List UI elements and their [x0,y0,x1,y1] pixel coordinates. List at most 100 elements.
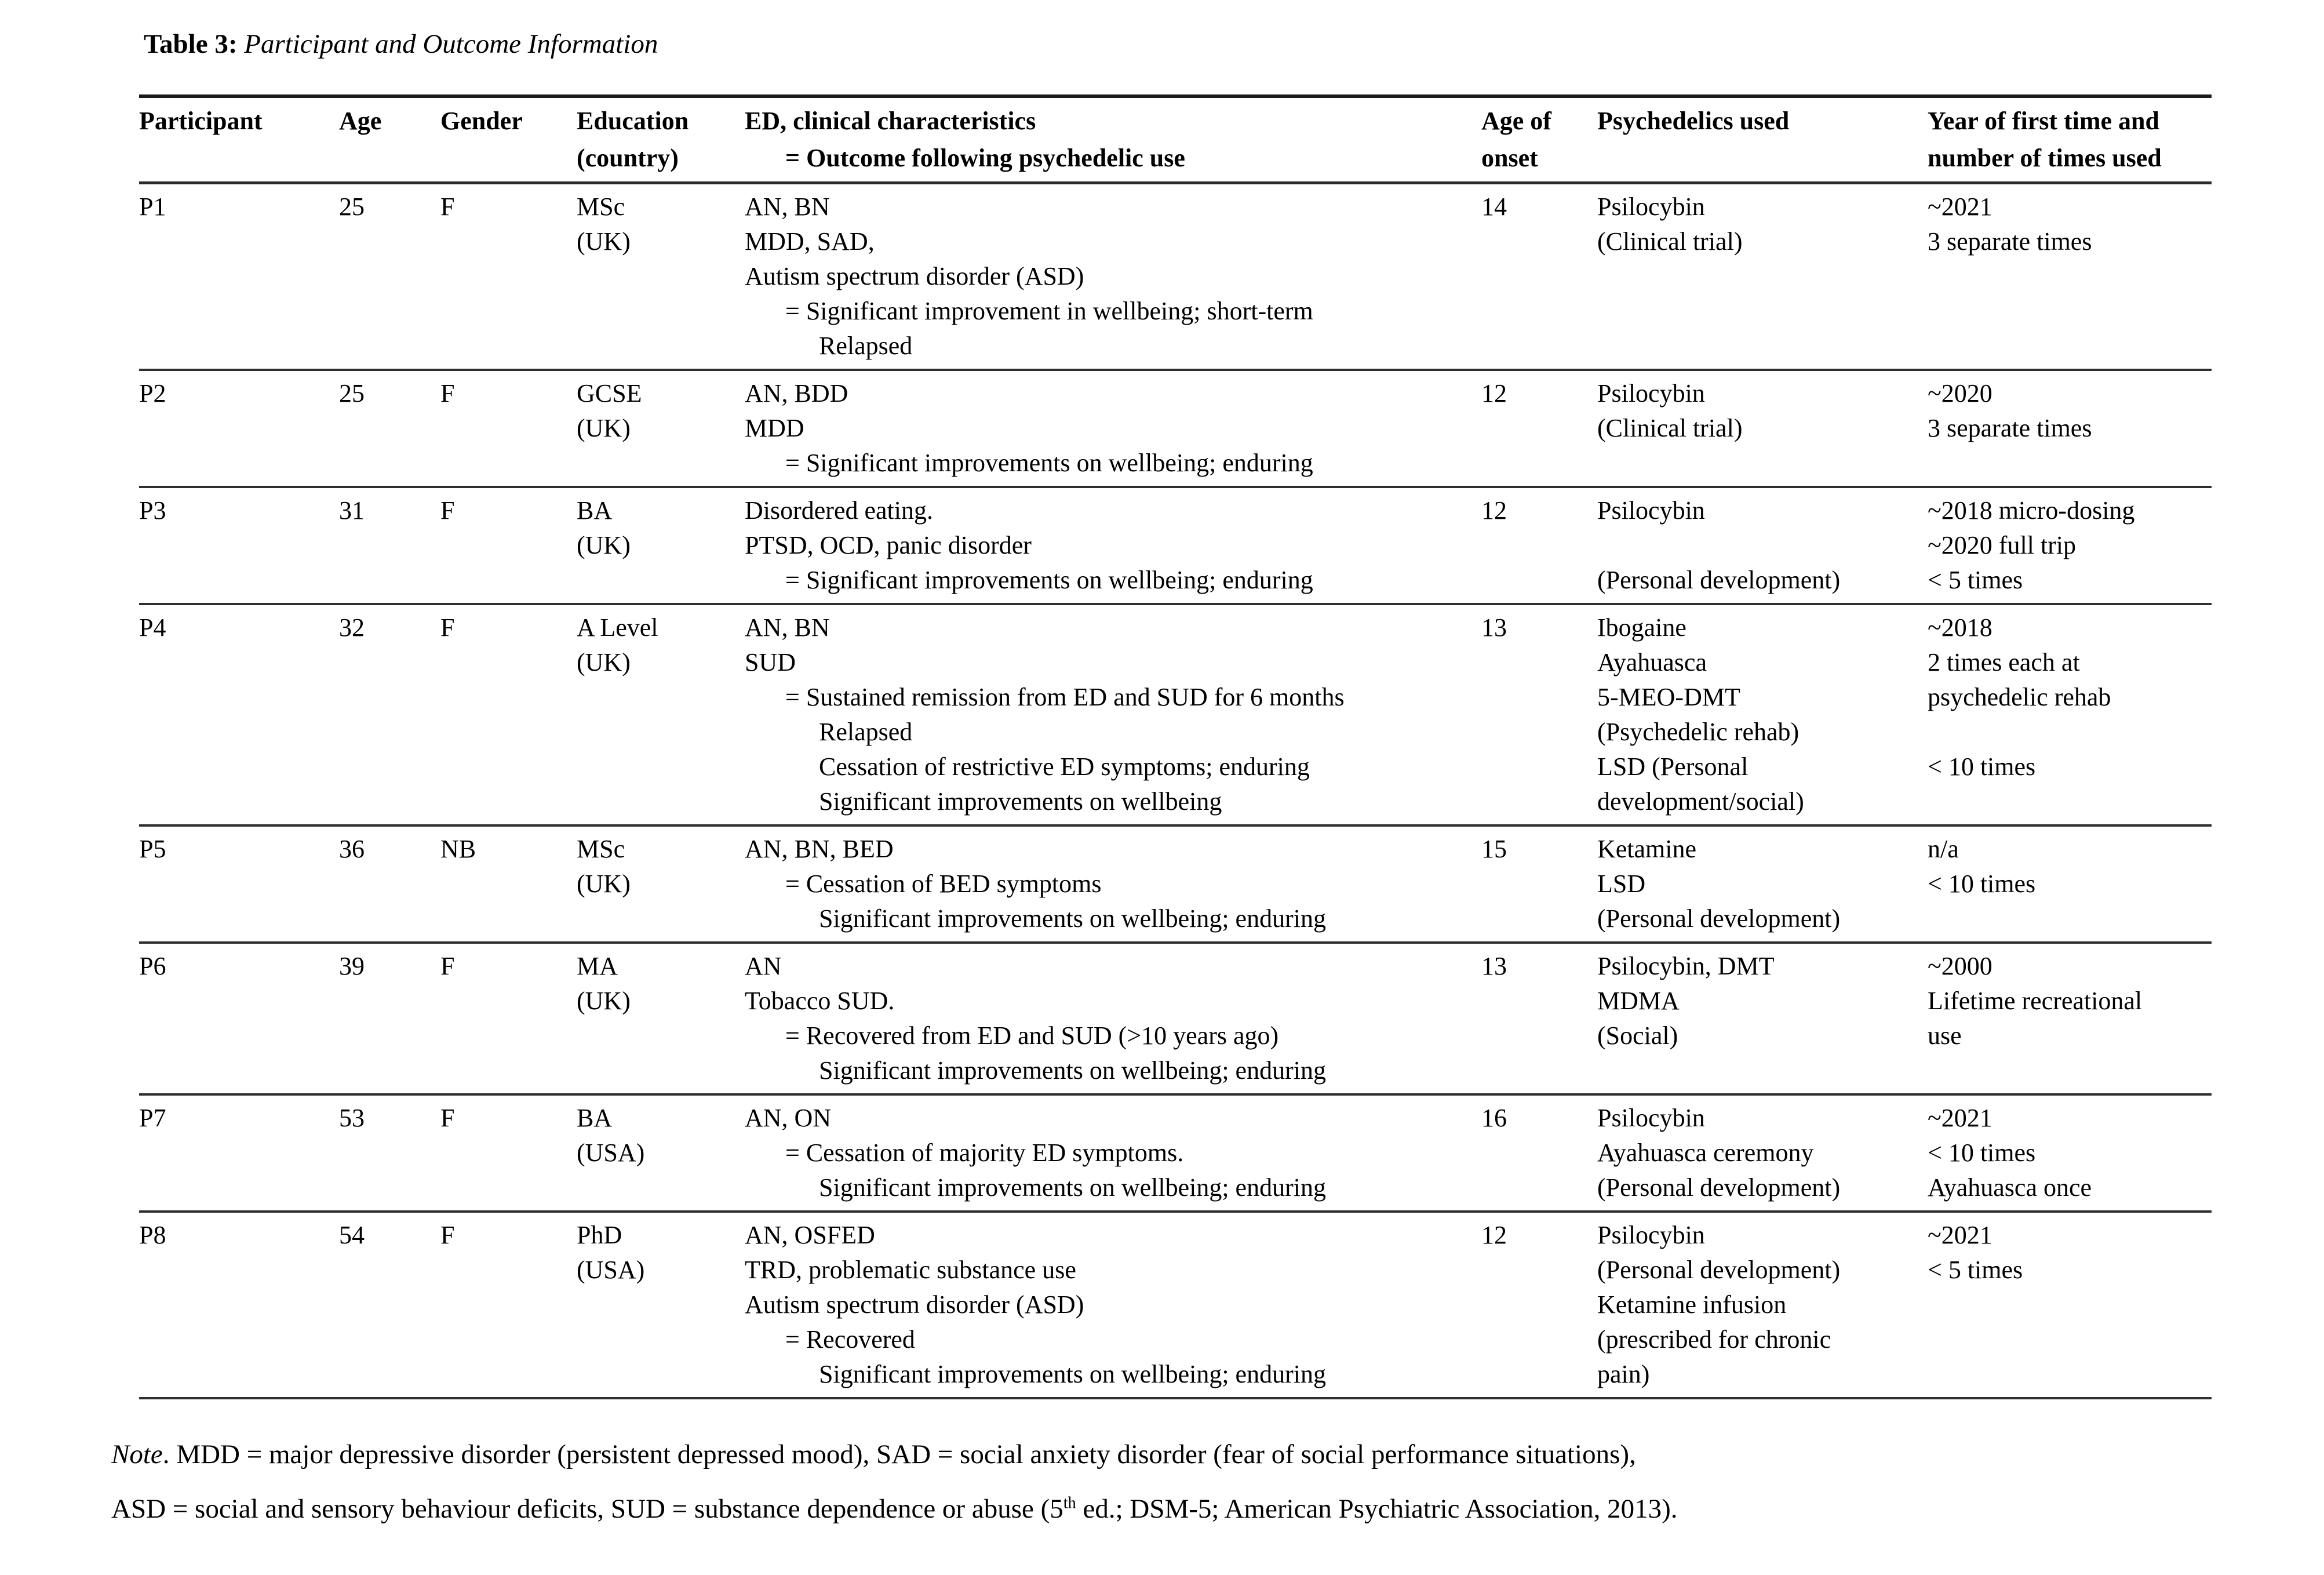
cell-line: Significant improvements on wellbeing; e… [819,1360,1326,1388]
cell-line: Significant improvements on wellbeing; e… [819,904,1326,933]
cell-age: 53 [339,1094,440,1212]
cell-line: psychedelic rehab [1928,683,2111,711]
cell-line: ~2021 [1928,192,1992,221]
text-segment: Note [111,1439,163,1469]
cell-line: MA [577,952,618,980]
cell-line: ED, clinical characteristics [745,107,1036,135]
cell-line: F [440,192,455,221]
cell-onset: 16 [1481,1094,1597,1212]
cell-line: Psilocybin [1597,192,1705,221]
cell-line: F [440,1104,455,1132]
cell-psychedelics: Psilocybin Ayahuasca ceremony (Personal de… [1597,1094,1928,1212]
cell-line: AN, BN [745,192,830,221]
cell-line: Psilocybin, DMT [1597,952,1775,980]
cell-ed: AN, BN SUD = Sustained remission from ED a… [745,604,1481,825]
cell-education: MA (UK) [577,943,745,1094]
cell-line: (Personal development) [1597,904,1841,933]
cell-line: use [1928,1021,1962,1050]
cell-line: ~2000 [1928,952,1992,980]
cell-line: F [440,379,455,408]
table-title: Table 3: Participant and Outcome Informa… [144,26,2324,62]
cell-participant: P3 [139,487,339,604]
cell-line: Year of first time and [1928,107,2159,135]
cell-year: ~2021 < 5 times [1928,1212,2212,1398]
cell-line: (UK) [577,870,631,898]
cell-psychedelics: Psilocybin (Personal development) [1597,487,1928,604]
column-header-psychedelics: Psychedelics used [1597,96,1928,183]
cell-participant: P2 [139,370,339,487]
cell-age: 39 [339,943,440,1094]
column-header-age: Age [339,96,440,183]
cell-psychedelics: Psilocybin (Clinical trial) [1597,183,1928,370]
table-row-P6: P6 39 F MA (UK) AN Tobacco SUD. = Recovered fro… [139,943,2212,1094]
cell-education: BA (UK) [577,487,745,604]
cell-line: (Clinical trial) [1597,414,1743,442]
cell-line: 3 separate times [1928,414,2092,442]
cell-onset: 13 [1481,943,1597,1094]
cell-line: 25 [339,379,365,408]
cell-participant: P1 [139,183,339,370]
cell-line: onset [1481,144,1538,172]
cell-line: 32 [339,613,365,642]
cell-line: = Sustained remission from ED and SUD fo… [785,683,1345,711]
cell-line: BA [577,496,613,525]
cell-line: GCSE [577,379,642,408]
cell-line: < 10 times [1928,1138,2036,1167]
table-row-P1: P1 25 F MSc (UK) AN, BN MDD, SAD, Autism spectr… [139,183,2212,370]
cell-participant: P5 [139,825,339,943]
cell-psychedelics: Psilocybin, DMT MDMA (Social) [1597,943,1928,1094]
cell-age: 25 [339,183,440,370]
cell-gender: F [440,183,577,370]
cell-line: Tobacco SUD. [745,987,895,1015]
cell-line: F [440,613,455,642]
cell-line: = Cessation of majority ED symptoms. [785,1138,1184,1167]
cell-line: < 5 times [1928,566,2023,594]
cell-onset: 15 [1481,825,1597,943]
cell-line: Autism spectrum disorder (ASD) [745,262,1084,290]
cell-line: Ayahuasca ceremony [1597,1138,1814,1167]
text-segment: ASD = social and sensory behaviour defic… [111,1494,1063,1524]
cell-onset: 12 [1481,1212,1597,1398]
cell-line: Significant improvements on wellbeing [819,787,1222,816]
cell-psychedelics: Ketamine LSD (Personal development) [1597,825,1928,943]
note-line-2: ASD = social and sensory behaviour defic… [111,1482,2324,1536]
cell-education: BA (USA) [577,1094,745,1212]
cell-line: 16 [1481,1104,1507,1132]
cell-line: 54 [339,1221,365,1249]
cell-line: = Cessation of BED symptoms [785,870,1102,898]
cell-line: P6 [139,952,166,980]
cell-line: F [440,496,455,525]
cell-line: 25 [339,192,365,221]
cell-line: 14 [1481,192,1507,221]
cell-line: F [440,952,455,980]
column-header-onset: Age of onset [1481,96,1597,183]
column-header-education: Education (country) [577,96,745,183]
cell-line: AN [745,952,782,980]
cell-line: AN, OSFED [745,1221,875,1249]
cell-line: AN, BN [745,613,830,642]
cell-line: AN, BDD [745,379,848,408]
cell-line: = Significant improvement in wellbeing; … [785,297,1313,325]
table-row-P8: P8 54 F PhD (USA) AN, OSFED TRD, problematic s… [139,1212,2212,1398]
cell-line: P7 [139,1104,166,1132]
cell-line: < 5 times [1928,1256,2023,1284]
cell-line: 3 separate times [1928,227,2092,256]
cell-line: 39 [339,952,365,980]
cell-line: Cessation of restrictive ED symptoms; en… [819,752,1310,781]
text-segment: Table 3: [144,29,238,59]
cell-age: 36 [339,825,440,943]
cell-education: A Level (UK) [577,604,745,825]
cell-line: F [440,1221,455,1249]
cell-line: Ayahuasca [1597,648,1707,676]
cell-line: P5 [139,835,166,863]
cell-line: Gender [440,107,523,135]
column-header-ed: ED, clinical characteristics = Outcome fo… [745,96,1481,183]
cell-line: Psilocybin [1597,496,1705,525]
note-line-1: Note. MDD = major depressive disorder (p… [111,1427,2324,1482]
text-segment: Participant and Outcome Information [237,29,658,59]
cell-age: 25 [339,370,440,487]
cell-age: 31 [339,487,440,604]
cell-participant: P7 [139,1094,339,1212]
cell-year: ~2021 < 10 times Ayahuasca once [1928,1094,2212,1212]
table-row-P7: P7 53 F BA (USA) AN, ON = Cessation of majorit… [139,1094,2212,1212]
